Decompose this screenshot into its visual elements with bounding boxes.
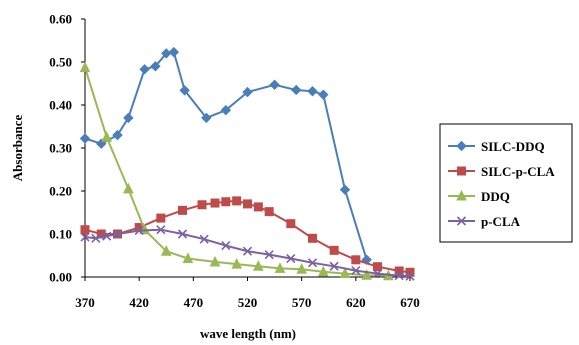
series-line-ddq	[84, 67, 389, 277]
y-tick-label: 0.40	[49, 98, 72, 113]
x-tick-label: 570	[292, 295, 312, 310]
x-tick-label: 620	[346, 295, 366, 310]
data-point-p-cla	[221, 241, 231, 251]
data-point-silc-ddq	[201, 112, 212, 124]
data-point-silc-p-cla	[210, 198, 220, 208]
y-tick-label: 0.50	[49, 55, 72, 70]
data-point-silc-p-cla	[286, 219, 296, 229]
series-line-p-cla	[84, 228, 411, 278]
data-point-silc-ddq	[220, 104, 232, 116]
series-p-cla	[80, 225, 415, 281]
data-point-ddq	[209, 255, 221, 267]
data-point-p-cla	[199, 234, 209, 244]
y-axis-title: Absorbance	[10, 115, 25, 182]
data-point-silc-ddq	[123, 112, 134, 124]
data-point-silc-ddq	[339, 184, 351, 195]
x-tick-label: 470	[184, 295, 204, 310]
series-ddq	[79, 61, 394, 281]
data-point-silc-ddq	[150, 61, 161, 72]
data-point-p-cla	[156, 225, 166, 235]
data-point-ddq	[123, 182, 134, 194]
data-point-silc-p-cla	[243, 199, 252, 209]
x-tick-label: 520	[238, 295, 258, 310]
data-point-p-cla	[329, 261, 339, 271]
legend-marker-silc-ddq	[456, 140, 467, 152]
legend-marker-silc-p-cla	[457, 166, 466, 176]
data-point-ddq	[274, 262, 286, 273]
data-point-p-cla	[394, 271, 404, 281]
data-point-silc-p-cla	[156, 213, 166, 223]
x-tick-label: 670	[400, 295, 420, 310]
series-layer	[79, 46, 415, 281]
legend-label-ddq: DDQ	[481, 189, 510, 204]
data-point-p-cla	[91, 233, 101, 243]
data-point-silc-p-cla	[308, 233, 317, 243]
data-point-ddq	[101, 131, 112, 142]
data-point-ddq	[231, 257, 242, 269]
data-point-silc-ddq	[179, 85, 190, 96]
data-point-silc-ddq	[242, 86, 253, 98]
legend-label-silc-ddq: SILC-DDQ	[481, 139, 545, 154]
data-point-p-cla	[177, 229, 188, 239]
data-point-ddq	[296, 263, 307, 274]
x-tick-label: 370	[75, 295, 95, 310]
data-point-ddq	[253, 260, 264, 271]
y-tick-label: 0.60	[49, 12, 72, 27]
data-point-ddq	[361, 269, 372, 280]
data-point-silc-p-cla	[373, 262, 382, 272]
data-point-silc-ddq	[318, 89, 329, 100]
legend-label-silc-p-cla: SILC-p-CLA	[481, 164, 555, 179]
legend-marker-p-cla	[456, 216, 467, 226]
data-point-silc-p-cla	[178, 205, 187, 215]
data-point-silc-ddq	[269, 79, 280, 90]
data-point-p-cla	[307, 258, 318, 268]
data-point-silc-p-cla	[221, 197, 231, 207]
data-point-silc-p-cla	[80, 225, 90, 235]
data-point-silc-ddq	[307, 86, 318, 97]
series-line-silc-p-cla	[84, 199, 411, 274]
data-point-silc-p-cla	[264, 207, 274, 217]
x-tick-label: 420	[129, 295, 149, 310]
data-point-ddq	[182, 252, 194, 264]
x-axis-title: wave length (nm)	[200, 326, 296, 341]
plot-area	[84, 19, 410, 278]
data-point-p-cla	[242, 246, 253, 256]
data-point-p-cla	[351, 265, 361, 276]
data-point-ddq	[318, 265, 329, 277]
data-point-ddq	[79, 61, 91, 73]
data-point-silc-ddq	[79, 133, 91, 144]
y-tick-label: 0.20	[49, 184, 72, 199]
data-point-p-cla	[264, 250, 274, 260]
data-point-silc-p-cla	[232, 196, 242, 206]
y-tick-label: 0.30	[49, 141, 72, 156]
data-point-silc-p-cla	[329, 245, 339, 255]
legend-marker-ddq	[456, 189, 467, 201]
y-tick-label: 0.00	[49, 270, 72, 285]
data-point-silc-ddq	[139, 64, 150, 75]
legend-label-p-cla: p-CLA	[481, 214, 521, 229]
data-point-silc-p-cla	[351, 255, 361, 265]
data-point-silc-ddq	[291, 84, 302, 96]
y-axis-ticks: 0.00 0.10 0.20 0.30 0.40 0.50 0.60	[49, 12, 85, 285]
data-point-p-cla	[286, 253, 296, 264]
data-point-p-cla	[112, 229, 123, 239]
data-point-silc-p-cla	[197, 200, 207, 210]
data-point-p-cla	[405, 271, 415, 281]
y-tick-label: 0.10	[49, 227, 72, 242]
x-axis-ticks: 370 420 470 520 570 620 670	[75, 277, 420, 310]
legend: SILC-DDQ SILC-p-CLA DDQ p-CLA	[439, 123, 573, 243]
series-silc-ddq	[79, 46, 372, 266]
data-point-silc-ddq	[168, 46, 180, 58]
data-point-p-cla	[102, 231, 112, 241]
data-point-p-cla	[134, 225, 144, 236]
series-line-silc-ddq	[84, 51, 368, 261]
data-point-silc-p-cla	[253, 202, 263, 212]
data-point-p-cla	[372, 268, 383, 279]
data-point-ddq	[339, 267, 351, 279]
data-point-ddq	[160, 245, 172, 256]
data-point-silc-ddq	[112, 129, 123, 141]
data-point-p-cla	[80, 232, 90, 242]
